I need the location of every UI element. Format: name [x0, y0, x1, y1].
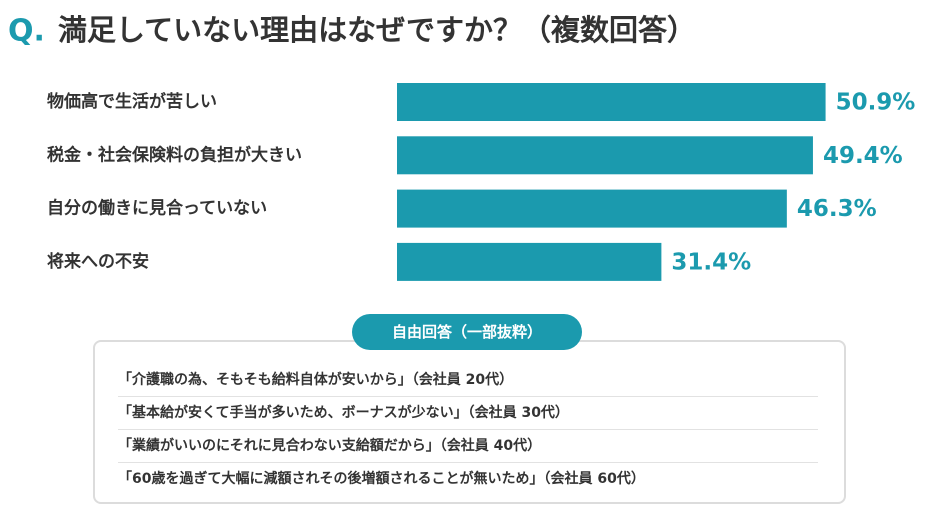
value-label: 49.4%	[823, 143, 903, 169]
category-label: 将来への不安	[47, 251, 149, 272]
bar	[397, 136, 813, 175]
chart: Q. 満足していない理由はなぜですか？（複数回答） 物価高で生活が苦しい 50.9…	[8, 13, 916, 281]
bar	[397, 242, 662, 281]
free-answer-item: 「60歳を過ぎて大幅に減額されその後増額されることが無いため」（会社員 60代）	[118, 471, 645, 487]
category-label: 物価高で生活が苦しい	[47, 91, 217, 112]
free-answer-item: 「基本給が安くて手当が多いため、ボーナスが少ない」（会社員 30代）	[118, 397, 818, 430]
chart-title: 満足していない理由はなぜですか？（複数回答）	[58, 13, 696, 47]
bar	[397, 189, 787, 228]
category-label: 税金・社会保険料の負担が大きい	[47, 144, 302, 165]
title-prefix: Q.	[8, 14, 45, 49]
free-answer-list: 「介護職の為、そもそも給料自体が安いから」（会社員 20代） 「基本給が安くて手当…	[118, 364, 818, 495]
value-label: 50.9%	[836, 90, 916, 116]
value-label: 46.3%	[797, 196, 877, 222]
free-answer-heading: 自由回答（一部抜粋）	[352, 314, 582, 350]
free-answer-item: 「介護職の為、そもそも給料自体が安いから」（会社員 20代）	[118, 364, 818, 397]
category-label: 自分の働きに見合っていない	[47, 198, 267, 219]
free-answer-item: 「業績がいいのにそれに見合わない支給額だから」（会社員 40代）	[118, 430, 818, 463]
value-label: 31.4%	[671, 249, 751, 275]
bar	[397, 83, 826, 121]
